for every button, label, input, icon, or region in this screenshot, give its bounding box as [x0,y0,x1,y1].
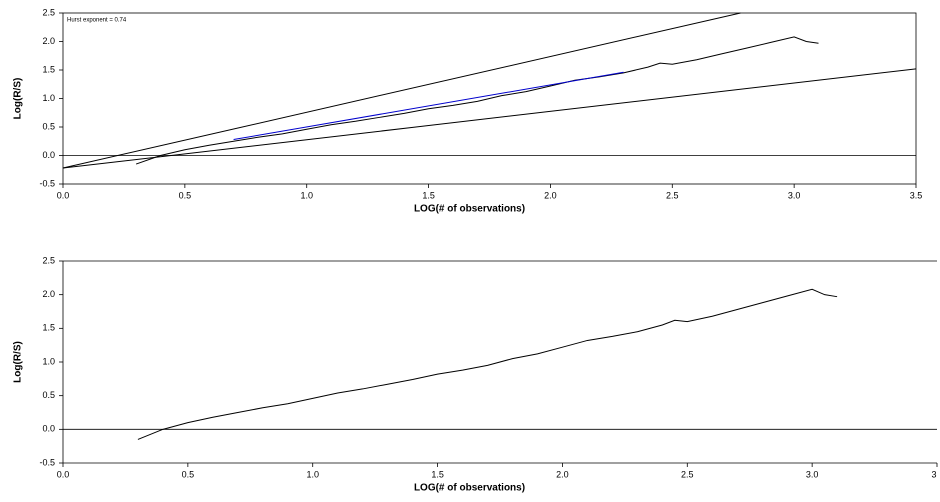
y-tick-label: 0.0 [42,424,55,434]
y-tick-label: -0.5 [39,178,55,188]
y-axis-title: Log(R/S) [13,78,24,120]
x-tick-label: 0.5 [179,190,192,200]
x-tick-label: 0.5 [182,469,195,479]
y-tick-label: 0.5 [42,121,55,131]
y-axis-title: Log(R/S) [13,341,24,383]
y-tick-label: 0.5 [42,390,55,400]
x-tick-label: 2.0 [544,190,557,200]
x-tick-label: 1.0 [306,469,319,479]
y-tick-label: 2.5 [42,7,55,17]
y-tick-label: 2.5 [42,255,55,265]
y-tick-label: 2.0 [42,36,55,46]
y-tick-label: 2.0 [42,289,55,299]
x-tick-label: 1.5 [422,190,435,200]
y-tick-label: 1.0 [42,356,55,366]
x-tick-label: 1.5 [431,469,444,479]
series-line [62,12,741,169]
x-tick-label: 3 [931,469,936,479]
x-tick-label: 0.0 [57,469,70,479]
x-tick-label: 2.5 [666,190,679,200]
y-tick-label: -0.5 [39,457,55,467]
y-tick-label: 1.5 [42,323,55,333]
y-tick-label: 1.0 [42,93,55,103]
x-axis-title: LOG(# of observations) [414,204,525,215]
y-tick-label: 1.5 [42,64,55,74]
x-tick-label: 2.0 [556,469,569,479]
series-line [62,68,917,169]
y-tick-label: 0.0 [42,150,55,160]
x-tick-label: 0.0 [57,190,70,200]
x-tick-label: 3.0 [806,469,819,479]
x-tick-label: 3.0 [788,190,801,200]
x-axis-title: LOG(# of observations) [414,483,525,494]
x-tick-label: 1.0 [300,190,313,200]
series-line [135,36,819,165]
annotation: Hurst exponent = 0.74 [67,18,127,24]
series-line [233,71,624,141]
x-tick-label: 2.5 [681,469,694,479]
series-line [137,288,838,440]
x-tick-label: 3.5 [910,190,923,200]
